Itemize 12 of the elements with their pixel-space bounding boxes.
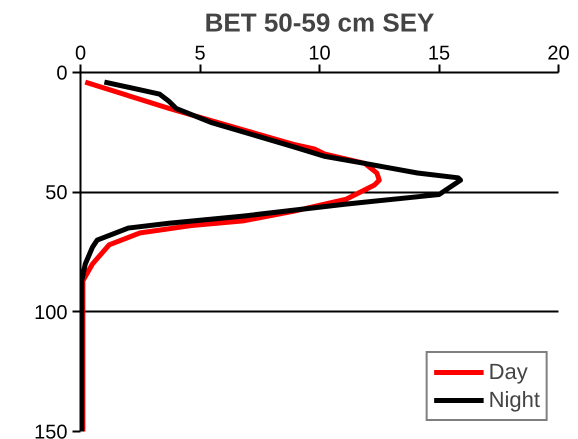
x-tick-label: 5: [194, 42, 206, 64]
legend-label: Day: [488, 359, 528, 385]
y-tick-label: 0: [56, 62, 68, 84]
legend-label: Night: [488, 387, 540, 413]
chart-title: BET 50-59 cm SEY: [204, 8, 434, 38]
x-tick-label: 20: [547, 42, 570, 64]
x-tick-label: 15: [428, 42, 450, 64]
x-tick-label: 10: [308, 42, 331, 64]
x-tick-label: 0: [74, 42, 86, 64]
y-tick-label: 150: [34, 422, 68, 439]
y-tick-label: 50: [45, 182, 68, 204]
y-tick-label: 100: [34, 302, 68, 324]
